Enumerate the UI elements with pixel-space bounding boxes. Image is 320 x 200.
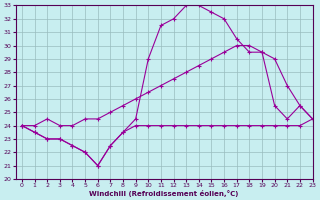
X-axis label: Windchill (Refroidissement éolien,°C): Windchill (Refroidissement éolien,°C) (89, 190, 239, 197)
